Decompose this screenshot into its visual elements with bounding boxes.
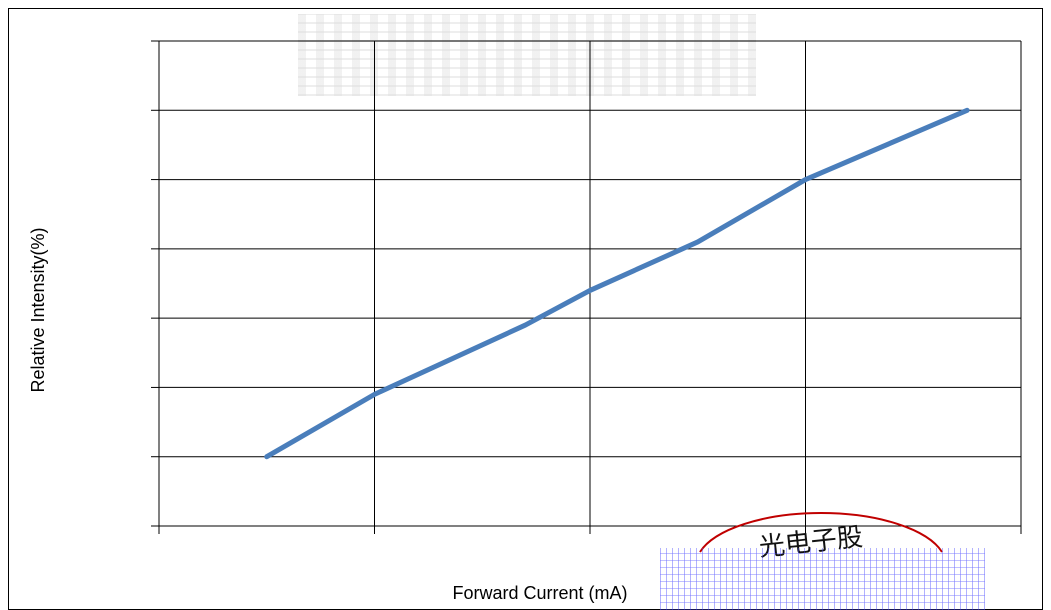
y-axis-label: Relative Intensity(%): [28, 227, 48, 392]
series-line-0: [264, 107, 970, 460]
grid-lines: [158, 40, 1022, 527]
stamp-arc: [699, 512, 943, 553]
axis-ticks: [151, 40, 1022, 534]
x-axis-label: Forward Current (mA): [452, 583, 627, 603]
stamp-noise-overlay: [660, 548, 985, 610]
series-layer: [264, 107, 970, 460]
